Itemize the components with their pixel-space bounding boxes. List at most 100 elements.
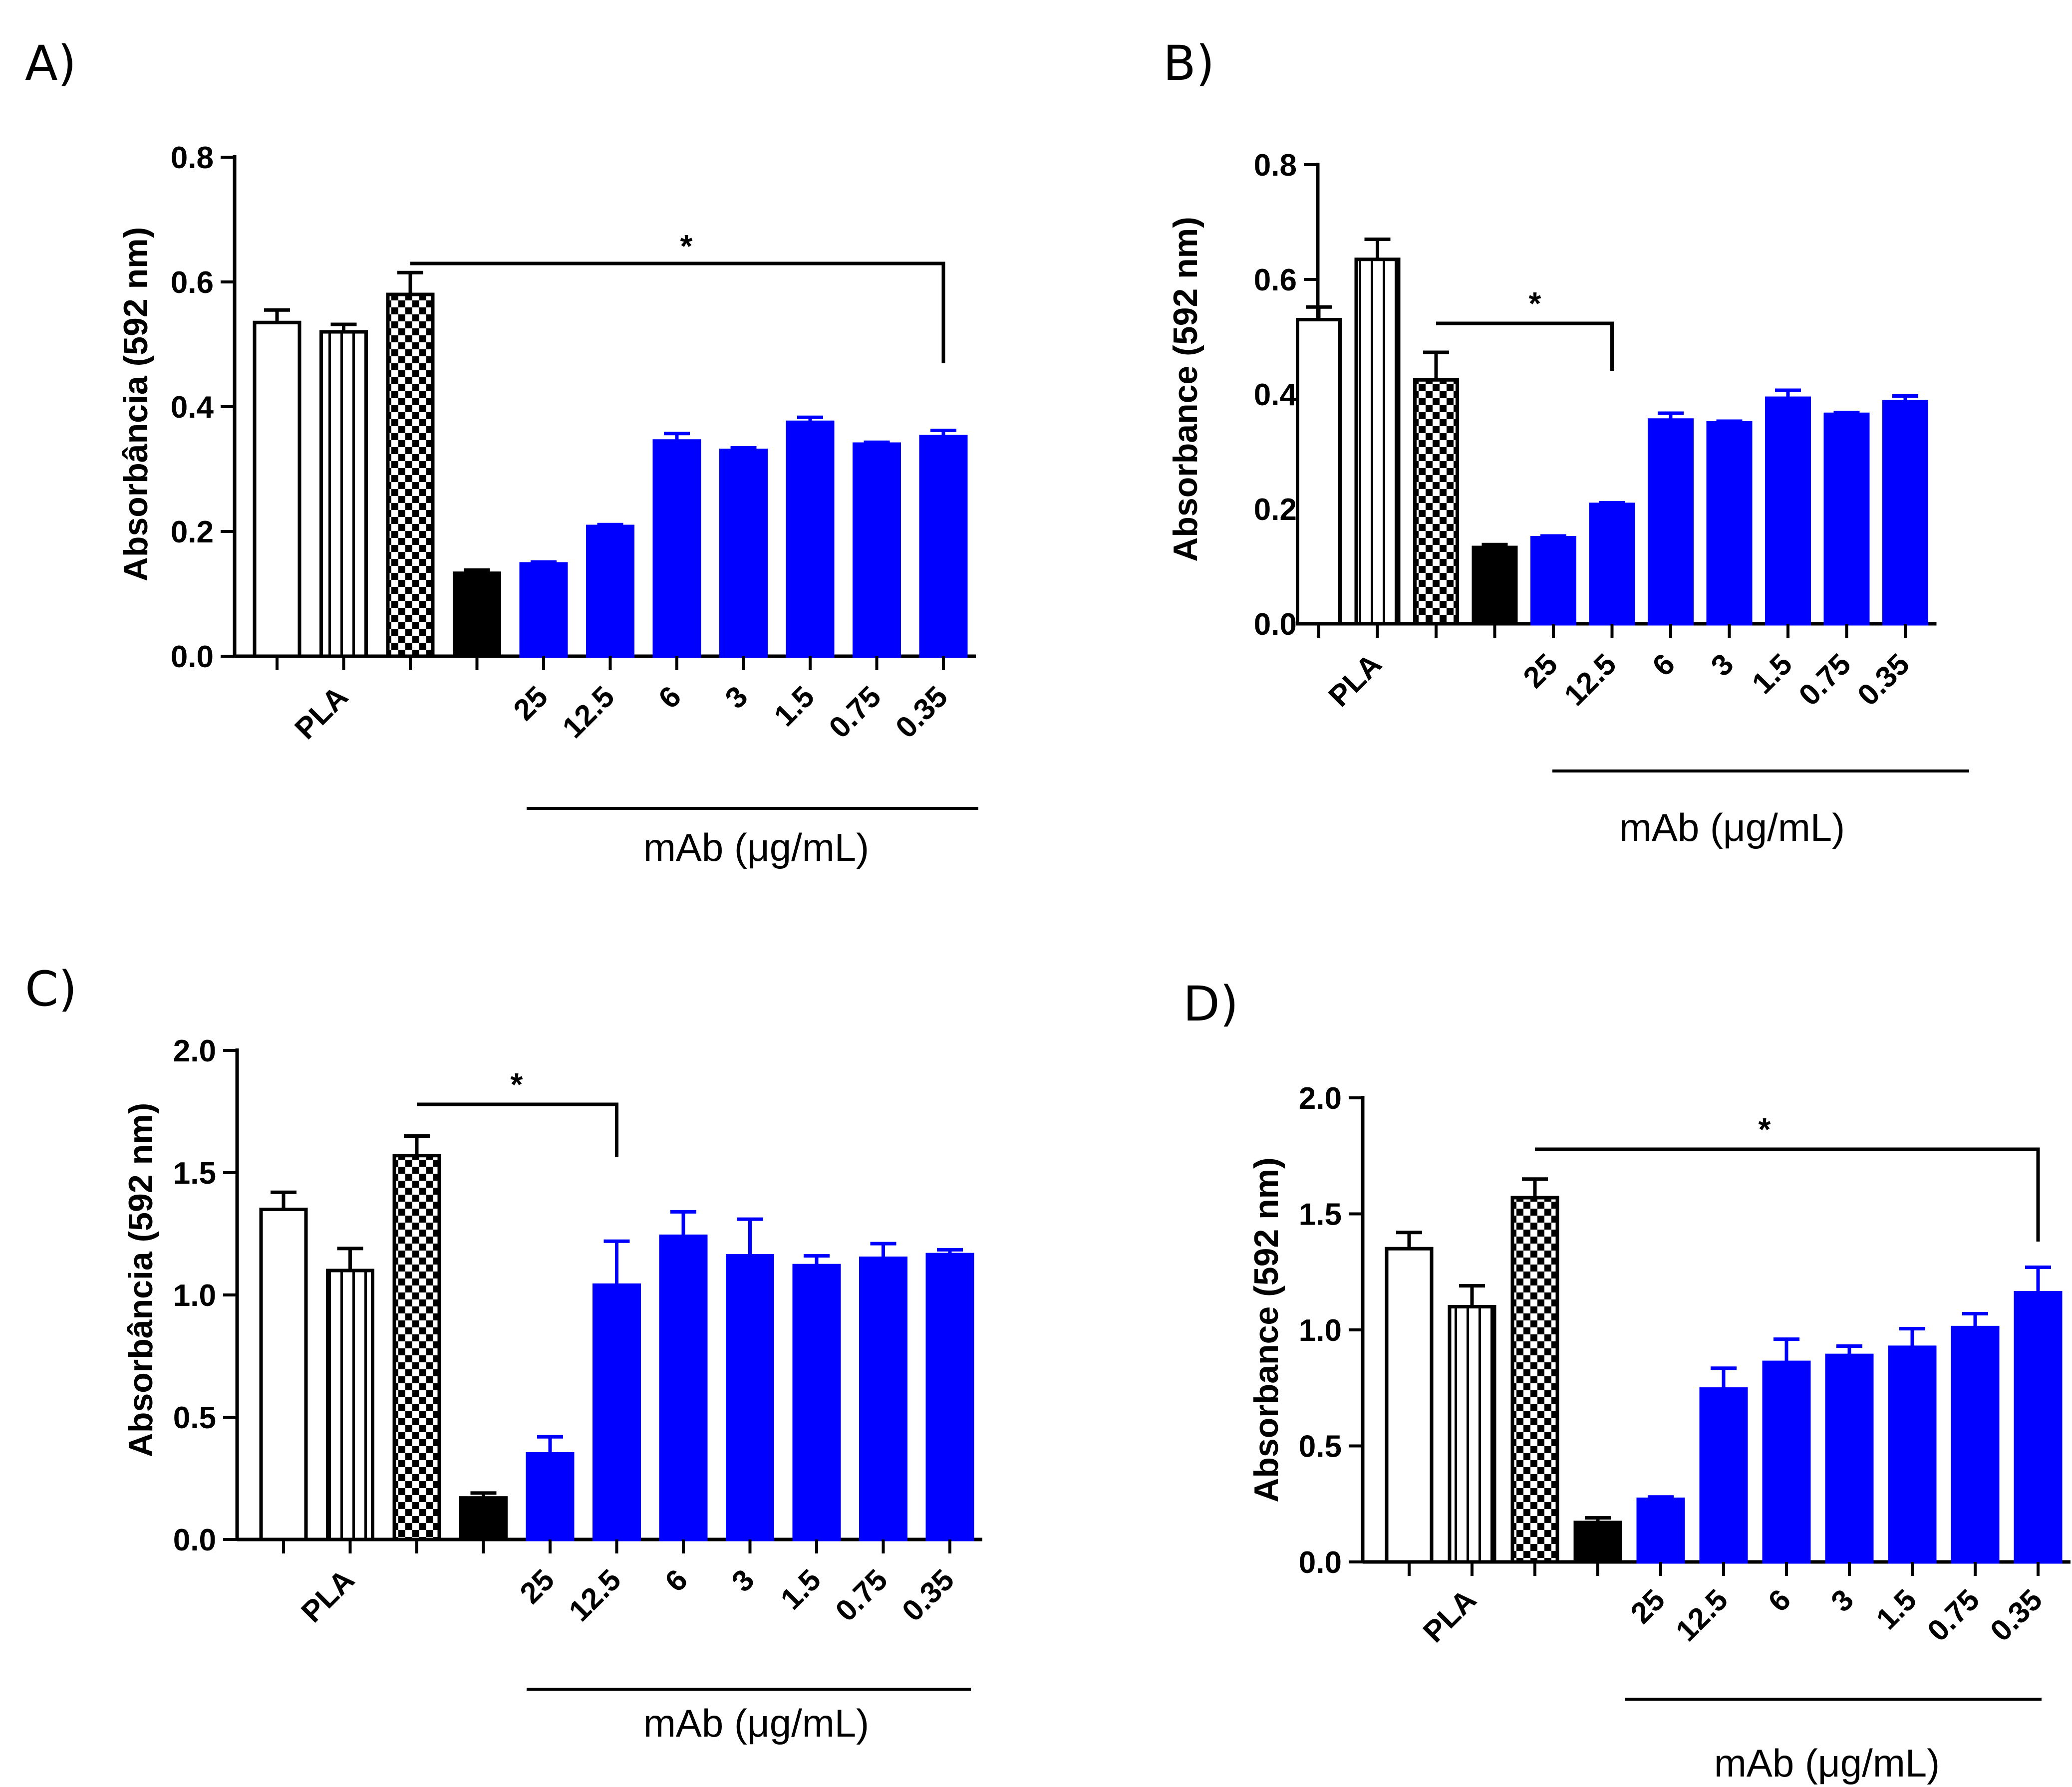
- bar: [326, 1269, 374, 1541]
- bar: [853, 442, 901, 658]
- bar: [253, 320, 301, 658]
- x-category-label: 0.75: [1792, 647, 1857, 712]
- bar: [392, 1154, 441, 1541]
- y-tick-label: 0.2: [1254, 493, 1297, 527]
- bar: [1354, 257, 1401, 626]
- bar: [1589, 503, 1635, 626]
- panel-b-letter: B): [1163, 35, 1214, 91]
- x-category-label: 12.5: [563, 1563, 627, 1628]
- y-tick-label: 0.8: [1254, 148, 1297, 183]
- bar: [1888, 1345, 1937, 1564]
- y-tick-label: 0.8: [171, 141, 214, 175]
- significance-bracket: [410, 261, 945, 363]
- bar: [1530, 536, 1576, 626]
- bar: [1706, 421, 1753, 626]
- y-tick-label: 0.0: [173, 1523, 216, 1557]
- panel-a-plot: 0.0 0.2 0.4 0.6 0.8 PLA 25 12.5 6 3 1.5 0.75 0.35: [171, 141, 978, 810]
- x-category-label: 0.75: [829, 1563, 894, 1628]
- y-tick-label: 0.6: [171, 265, 214, 300]
- x-category-label: 25: [507, 680, 555, 727]
- panel-c: C) Absorbância (592 nm) mAb (μg/mL) * 0.…: [25, 961, 982, 1745]
- x-category-label: 6: [652, 680, 687, 715]
- x-category-label: 1.5: [774, 1563, 827, 1616]
- x-category-label: 12.5: [556, 680, 621, 745]
- bar: [925, 1253, 974, 1541]
- bar: [519, 562, 568, 658]
- bar: [1448, 1305, 1496, 1564]
- bar: [1762, 1360, 1811, 1564]
- y-tick-label: 0.4: [171, 390, 214, 425]
- y-tick-label: 0.5: [1299, 1430, 1342, 1464]
- x-category-label: 25: [514, 1563, 561, 1610]
- panel-b-ylabel: Absorbance (592 nm): [1167, 217, 1204, 562]
- bar: [1573, 1521, 1622, 1564]
- x-category-label: 0.75: [823, 680, 888, 745]
- y-tick-label: 2.0: [173, 1034, 216, 1068]
- x-category-label: 6: [1762, 1583, 1797, 1618]
- y-tick-label: 0.0: [1254, 607, 1297, 642]
- y-tick-label: 0.4: [1254, 378, 1297, 412]
- panel-b-group-label: mAb (μg/mL): [1619, 805, 1845, 849]
- y-tick-label: 2.0: [1299, 1081, 1342, 1116]
- bar: [1765, 396, 1811, 626]
- bar: [1648, 418, 1694, 626]
- bar: [1510, 1196, 1559, 1564]
- x-category-label: 0.35: [1851, 647, 1916, 712]
- panel-c-letter: C): [25, 961, 77, 1017]
- y-tick-label: 1.0: [1299, 1313, 1342, 1348]
- panel-a-significance-star: *: [680, 228, 693, 264]
- x-category-label: 0.75: [1921, 1583, 1986, 1648]
- panel-c-ylabel: Absorbância (592 nm): [122, 1103, 160, 1457]
- panel-b: B) Absorbance (592 nm) mAb (μg/mL) * 0.0…: [1163, 35, 1969, 849]
- bar: [259, 1208, 308, 1541]
- x-category-label: PLA: [295, 1563, 360, 1629]
- x-category-label: 0.35: [895, 1563, 960, 1628]
- y-tick-label: 0.0: [1299, 1545, 1342, 1580]
- panel-a-group-label: mAb (μg/mL): [643, 825, 869, 869]
- bar: [1385, 1247, 1434, 1564]
- bar: [719, 449, 768, 658]
- panel-a-letter: A): [25, 35, 76, 91]
- x-category-label: 12.5: [1558, 647, 1623, 712]
- bar: [319, 330, 368, 658]
- bar: [526, 1452, 575, 1541]
- x-category-label: 1.5: [768, 680, 821, 733]
- panel-c-significance-star: *: [511, 1066, 523, 1102]
- bar: [859, 1257, 907, 1541]
- bar: [1882, 400, 1928, 626]
- x-category-label: 25: [1517, 647, 1564, 695]
- bar: [919, 435, 968, 658]
- bar: [1413, 378, 1459, 626]
- bar: [459, 1496, 508, 1541]
- x-category-label: 1.5: [1746, 647, 1798, 700]
- significance-bracket: [1535, 1147, 2040, 1242]
- panel-d-letter: D): [1183, 976, 1238, 1032]
- y-tick-label: 0.6: [1254, 263, 1297, 297]
- bar: [453, 571, 501, 658]
- panel-d-group-label: mAb (μg/mL): [1714, 1741, 1940, 1785]
- x-category-label: 25: [1624, 1583, 1672, 1630]
- significance-bracket: [1436, 321, 1614, 371]
- x-category-label: 3: [1705, 647, 1740, 683]
- y-tick-label: 0.5: [173, 1401, 216, 1435]
- panel-d-significance-star: *: [1759, 1111, 1771, 1147]
- x-category-label: 1.5: [1870, 1583, 1923, 1636]
- x-category-label: PLA: [1417, 1583, 1482, 1649]
- x-category-label: 3: [1824, 1583, 1860, 1618]
- x-category-label: PLA: [1322, 647, 1388, 713]
- bar: [1825, 1353, 1874, 1564]
- x-category-label: 0.35: [1984, 1583, 2049, 1648]
- x-category-label: 3: [719, 680, 754, 715]
- x-category-label: 12.5: [1669, 1583, 1734, 1648]
- bar: [592, 1283, 641, 1541]
- significance-bracket: [417, 1102, 618, 1157]
- bar: [1699, 1387, 1748, 1564]
- y-tick-label: 1.5: [1299, 1198, 1342, 1232]
- bar: [726, 1254, 774, 1541]
- panel-b-significance-star: *: [1529, 285, 1541, 321]
- panel-c-group-label: mAb (μg/mL): [643, 1701, 869, 1745]
